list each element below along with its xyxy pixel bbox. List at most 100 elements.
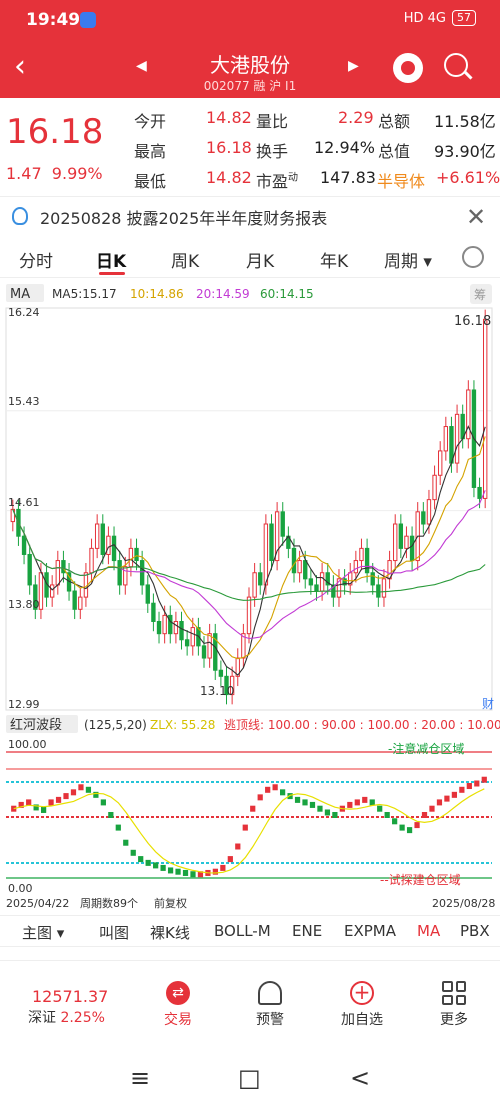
wave-indicator-selector-bg[interactable] <box>6 715 78 733</box>
index-value[interactable]: 12571.37 <box>32 987 109 1006</box>
wave-bar <box>197 871 204 878</box>
wave-bar <box>138 856 144 863</box>
chart-settings-icon[interactable] <box>462 246 484 268</box>
indicator-main[interactable]: 主图 ▾ <box>22 922 64 943</box>
search-icon[interactable] <box>444 53 468 77</box>
candle-body <box>426 499 432 525</box>
candle-body <box>61 560 66 574</box>
y-label-bottom: 12.99 <box>8 698 40 711</box>
wave-bar <box>85 786 92 793</box>
alert-button[interactable]: 预警 <box>240 981 300 1029</box>
wave-params: (125,5,20) <box>84 718 147 732</box>
assistant-icon[interactable] <box>393 53 423 83</box>
tab-daily-k[interactable]: 日K <box>96 252 127 272</box>
y-label-top: 16.24 <box>8 306 40 319</box>
trade-button[interactable]: ⇄ 交易 <box>148 981 208 1029</box>
candle-body <box>393 523 398 562</box>
tab-period[interactable]: 周期 ▾ <box>384 247 432 272</box>
candle-body <box>252 572 257 598</box>
candle-body <box>483 318 488 499</box>
candle-body <box>72 590 77 610</box>
y-label-3: 14.61 <box>8 496 40 509</box>
indicator-bar: 主图 ▾ 叫图 裸K线 BOLL-M ENE EXPMA MA PBX <box>0 915 500 947</box>
close-icon[interactable]: ✕ <box>466 203 487 231</box>
candle-body <box>49 584 55 598</box>
more-button[interactable]: 更多 <box>424 981 484 1029</box>
wave-indicator-header[interactable]: 红河波段 (125,5,20) ZLX: 55.28 逃顶线: 100.00 :… <box>6 715 500 733</box>
indicator-expma[interactable]: EXPMA <box>344 922 397 940</box>
kline-chart-area[interactable]: MA MA5:15.17 10:14.86 20:14.59 60:14.15 … <box>0 280 500 915</box>
index-name[interactable]: 深证 2.25% <box>28 1007 105 1027</box>
tab-weekly-k[interactable]: 周K <box>171 252 200 272</box>
kline-chart[interactable]: MA MA5:15.17 10:14.86 20:14.59 60:14.15 … <box>0 280 500 915</box>
low-price-marker: 13.10 <box>200 684 234 698</box>
recent-apps-button[interactable]: ≡ <box>130 1064 151 1092</box>
candle-body <box>376 584 381 598</box>
candle-body <box>443 426 449 452</box>
previous-stock-button[interactable]: ◀ <box>136 58 147 74</box>
chevron-down-icon: ▾ <box>56 924 65 942</box>
candle-body <box>336 578 342 598</box>
chip-distribution-button[interactable] <box>470 284 492 304</box>
candle-body <box>263 523 269 586</box>
dropdown-icon: ▾ <box>423 252 432 272</box>
candle-body <box>139 560 145 586</box>
candle-body <box>145 584 150 604</box>
candle-body <box>173 620 179 635</box>
ma-legend[interactable]: MA MA5:15.17 10:14.86 20:14.59 60:14.15 … <box>6 284 492 304</box>
candle-body <box>179 620 184 641</box>
wave-bar <box>347 801 353 808</box>
home-button[interactable]: □ <box>238 1064 261 1092</box>
ma-selector-bg[interactable] <box>6 284 44 302</box>
price-change: 1.47 9.99% <box>6 164 103 183</box>
bell-icon <box>258 981 282 1005</box>
wave-bars-layer <box>11 776 487 878</box>
indicator-ene[interactable]: ENE <box>292 922 323 940</box>
wave-indicator-selector[interactable]: 红河波段 <box>10 717 62 733</box>
wave-bar <box>272 784 278 791</box>
change-amount: 1.47 <box>6 164 42 183</box>
candle-body <box>449 426 454 464</box>
candle-body <box>128 547 134 568</box>
ma-selector[interactable]: MA <box>10 287 30 302</box>
more-label: 更多 <box>440 1012 468 1028</box>
back-button[interactable]: ‹ <box>14 49 26 84</box>
change-percent: 9.99% <box>51 164 103 183</box>
announcement-text[interactable]: 20250828 披露2025年半年度财务报表 <box>40 209 328 228</box>
tab-intraday[interactable]: 分时 <box>19 252 53 272</box>
financial-marker[interactable]: 财 <box>482 697 494 711</box>
next-stock-button[interactable]: ▶ <box>348 58 359 74</box>
add-watchlist-button[interactable]: + 加自选 <box>332 981 392 1029</box>
wave-bar <box>399 824 405 831</box>
indicator-bare-k[interactable]: 裸K线 <box>150 924 190 942</box>
wave-bar <box>377 805 383 812</box>
candle-body <box>432 474 437 501</box>
indicator-boll[interactable]: BOLL-M <box>214 922 271 940</box>
sector-label[interactable]: 半导体 <box>377 172 426 191</box>
open-label: 今开 <box>134 112 167 131</box>
x-adjust-mode: 前复权 <box>154 896 187 910</box>
plus-icon: + <box>350 981 374 1005</box>
wave-bar <box>279 789 286 796</box>
system-back-button[interactable]: < <box>350 1064 371 1092</box>
indicator-ma[interactable]: MA <box>417 922 441 940</box>
tab-yearly-k[interactable]: 年K <box>320 252 349 272</box>
tab-period-label: 周期 <box>384 252 418 272</box>
wave-bar <box>481 776 487 783</box>
wave-bar <box>362 796 368 803</box>
tab-monthly-k[interactable]: 月K <box>246 252 275 272</box>
wave-top-label: 100.00 <box>8 738 47 751</box>
candle-body <box>241 633 246 659</box>
candle-body <box>89 547 94 574</box>
indicator-pbx[interactable]: PBX <box>460 922 490 940</box>
candle-body <box>78 596 83 610</box>
candle-body <box>454 413 460 464</box>
indicator-chip[interactable]: 叫图 <box>99 924 130 942</box>
wave-bar <box>474 780 480 787</box>
candle-body <box>359 547 364 562</box>
wave-bar <box>265 786 271 793</box>
lower-zone-note: --试探建仓区域 <box>380 872 461 887</box>
wave-bar <box>220 864 226 871</box>
announcement-banner[interactable]: 20250828 披露2025年半年度财务报表 ✕ <box>0 196 500 236</box>
wave-bar <box>63 793 69 800</box>
